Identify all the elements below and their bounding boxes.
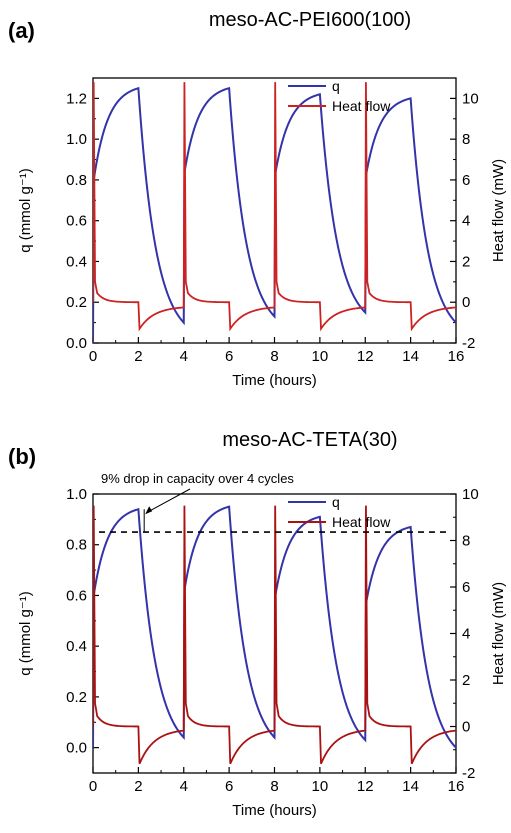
- y-left-tick-label: 0.4: [66, 638, 87, 655]
- y-right-axis-label: Heat flow (mW): [490, 582, 507, 685]
- y-left-tick-label: 1.2: [66, 90, 87, 107]
- y-right-tick-label: 0: [462, 294, 470, 311]
- x-tick-label: 16: [448, 778, 465, 795]
- chart-panel-a: (a) meso-AC-PEI600(100) 0 2 4 6 8 10 12 14 16 Time …: [8, 9, 507, 389]
- chart-title: meso-AC-PEI600(100): [209, 9, 411, 31]
- y-right-tick-label: 2: [462, 672, 470, 689]
- y-left-tick-label: 0.2: [66, 689, 87, 706]
- annotation-text: 9% drop in capacity over 4 cycles: [101, 471, 294, 486]
- series-q-line: [93, 505, 456, 749]
- y-left-tick-label: 0.8: [66, 537, 87, 554]
- y-right-tick-label: 2: [462, 253, 470, 270]
- y-right-tick-label: 6: [462, 579, 470, 596]
- series-q-line: [93, 86, 456, 343]
- x-tick-label: 14: [402, 348, 419, 365]
- plot-area: [93, 505, 456, 765]
- x-tick-label: 10: [312, 778, 329, 795]
- x-axis-label: Time (hours): [232, 802, 316, 819]
- x-tick-label: 12: [357, 778, 374, 795]
- y-right-tick-label: 4: [462, 213, 470, 230]
- series-heat-flow-line: [93, 505, 456, 765]
- y-right-tick-label: 0: [462, 719, 470, 736]
- series-heat-flow-line: [93, 82, 456, 332]
- x-tick-label: 0: [89, 348, 97, 365]
- x-tick-label: 0: [89, 778, 97, 795]
- y-left-tick-label: 0.4: [66, 253, 87, 270]
- y-left-tick-label: 1.0: [66, 486, 87, 503]
- y-right-tick-label: 8: [462, 533, 470, 550]
- x-tick-label: 8: [270, 348, 278, 365]
- annotation-arrowhead: [145, 506, 153, 515]
- y-left-tick-label: 0.0: [66, 335, 87, 352]
- y-left-tick-label: 0.6: [66, 587, 87, 604]
- annotation-arrow: [146, 488, 191, 513]
- x-tick-label: 10: [312, 348, 329, 365]
- x-tick-label: 8: [270, 778, 278, 795]
- y-left-tick-label: 0.8: [66, 172, 87, 189]
- chart-panel-b: (b) meso-AC-TETA(30) 0 2 4 6 8 10 12 14 16 Time (ho…: [8, 429, 507, 819]
- x-tick-label: 4: [180, 348, 188, 365]
- x-tick-label: 16: [448, 348, 465, 365]
- y-right-tick-label: -2: [462, 765, 475, 782]
- chart-title: meso-AC-TETA(30): [222, 429, 397, 451]
- panel-label: (b): [8, 444, 36, 469]
- legend-label-q: q: [332, 78, 340, 94]
- legend-label-q: q: [332, 494, 340, 510]
- y-left-axis-label: q (mmol g⁻¹): [17, 168, 34, 253]
- y-left-tick-label: 1.0: [66, 131, 87, 148]
- plot-area: [93, 82, 456, 343]
- y-left-tick-label: 0.0: [66, 740, 87, 757]
- x-axis-label: Time (hours): [232, 372, 316, 389]
- x-tick-label: 6: [225, 348, 233, 365]
- x-tick-label: 2: [134, 348, 142, 365]
- y-right-tick-label: 8: [462, 131, 470, 148]
- x-tick-label: 6: [225, 778, 233, 795]
- x-tick-label: 12: [357, 348, 374, 365]
- y-right-tick-label: 4: [462, 626, 470, 643]
- y-left-tick-label: 0.6: [66, 213, 87, 230]
- y-left-tick-label: 0.2: [66, 294, 87, 311]
- y-right-tick-label: 10: [462, 90, 479, 107]
- x-tick-label: 14: [402, 778, 419, 795]
- x-tick-label: 4: [180, 778, 188, 795]
- y-right-tick-label: 10: [462, 486, 479, 503]
- y-left-axis-label: q (mmol g⁻¹): [17, 591, 34, 676]
- legend-label-heat-flow: Heat flow: [332, 514, 391, 530]
- y-right-tick-label: 6: [462, 172, 470, 189]
- y-right-axis-label: Heat flow (mW): [490, 159, 507, 262]
- legend-label-heat-flow: Heat flow: [332, 98, 391, 114]
- panel-label: (a): [8, 18, 35, 43]
- x-tick-label: 2: [134, 778, 142, 795]
- y-right-tick-label: -2: [462, 335, 475, 352]
